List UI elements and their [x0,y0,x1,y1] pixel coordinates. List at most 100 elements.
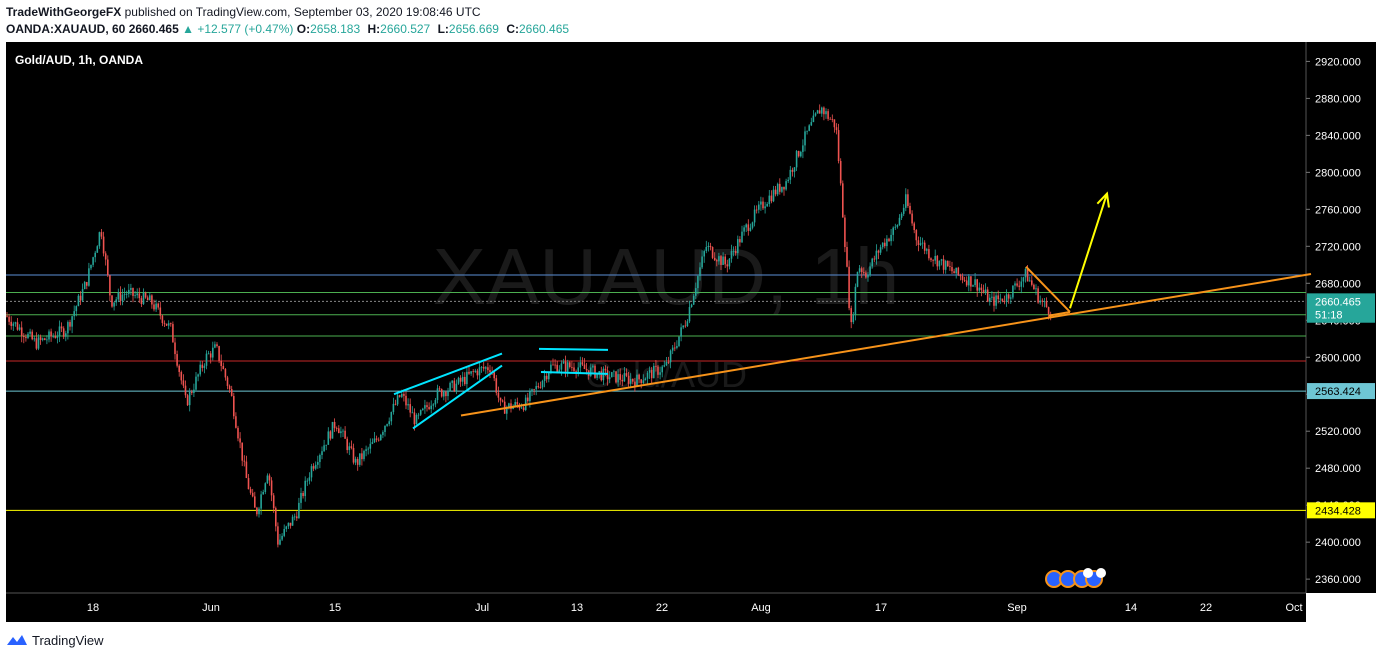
candle-body [321,451,323,455]
candle-body [650,370,653,379]
candle-body [497,392,500,398]
time-axis-background[interactable] [6,593,1306,622]
candle-body [581,362,584,365]
candle-body [197,374,199,377]
candle-body [430,405,432,410]
candle-body [487,367,489,371]
candle-body [1016,283,1018,286]
candle-body [848,266,850,309]
candle-body [256,507,258,515]
tradingview-logo-icon[interactable] [6,633,28,647]
candle-body [1014,283,1016,286]
candle-body [501,400,504,402]
ohlc-line: OANDA:XAUAUD, 60 2660.465 ▲ +12.577 (+0.… [6,22,573,36]
candle-body [982,290,985,293]
event-badge [1096,568,1106,578]
candle-body [959,274,962,277]
candle-body [692,295,695,305]
candle-body [829,118,831,120]
publish-line: TradeWithGeorgeFX published on TradingVi… [6,5,481,19]
price-labels: 2660.465 51:18 2563.424 2434.428 [1307,293,1375,519]
candle-body [361,453,363,460]
candle-body [936,255,939,267]
candle-body [726,264,729,267]
candle-body [747,224,750,231]
candle-body [92,257,94,265]
candle-body [293,516,296,518]
x-tick-label: 22 [656,602,668,614]
candle-body [352,447,355,463]
x-tick-label: Sep [1007,602,1027,614]
events-icon[interactable] [1045,568,1106,588]
candle-body [184,385,187,396]
symbol-label: OANDA:XAUAUD, 60 [6,22,126,36]
candle-body [718,256,720,262]
chart-background [6,42,1306,593]
candle-body [636,374,638,387]
candle-body [474,370,477,373]
brand-name[interactable]: TradingView [32,632,104,648]
candle-body [1035,288,1037,290]
candle-body [499,397,502,401]
candle-body [281,535,283,540]
candle-body [890,234,892,242]
candle-body [247,478,250,490]
candle-body [646,372,649,379]
candle-body [44,338,46,340]
candle-body [907,194,909,206]
candle-body [701,256,703,268]
candle-body [432,404,435,406]
candle-body [839,160,842,184]
candle-body [1031,280,1033,285]
candle-body [100,232,103,237]
candle-body [224,369,227,378]
candle-body [596,372,598,378]
candle-body [453,380,456,392]
candle-body [554,364,556,366]
candle-body [695,288,697,296]
candle-body [600,371,603,381]
candle-body [938,260,941,267]
price-label-box [1307,502,1375,519]
candle-body [590,367,592,376]
y-tick-label: 2760.000 [1315,204,1361,216]
candle-body [138,293,141,299]
candle-body [724,256,726,265]
candle-body [369,443,372,449]
candle-body [493,372,495,379]
candle-body [623,373,626,382]
candle-body [592,365,594,368]
candle-body [510,403,512,409]
candle-body [797,151,800,157]
candle-body [149,295,151,301]
candle-body [508,403,510,408]
candle-body [317,462,319,465]
author-name[interactable]: TradeWithGeorgeFX [6,5,122,19]
candle-body [743,227,745,232]
candle-body [476,370,479,376]
candle-body [83,282,86,290]
candle-body [422,408,424,411]
candle-body [35,338,38,349]
x-tick-label: Jun [202,602,220,614]
candle-body [789,169,792,180]
candle-body [268,475,271,481]
price-chart[interactable]: XAUAUD, 1h Gold/AUD 2920.0002880.0002840… [6,42,1376,622]
candle-body [220,360,222,367]
candle-body [541,381,544,388]
candle-body [58,326,61,337]
candle-body [314,464,317,469]
y-tick-label: 2520.000 [1315,426,1361,438]
candle-body [340,431,342,434]
candle-body [942,259,945,270]
candle-body [331,421,334,439]
candle-body [653,365,655,379]
candle-body [674,347,676,349]
candle-body [335,428,338,429]
candle-body [373,438,376,443]
candle-body [98,232,101,247]
candle-body [195,376,197,390]
candle-body [153,304,155,310]
candle-body [585,368,588,371]
candle-body [968,276,970,286]
